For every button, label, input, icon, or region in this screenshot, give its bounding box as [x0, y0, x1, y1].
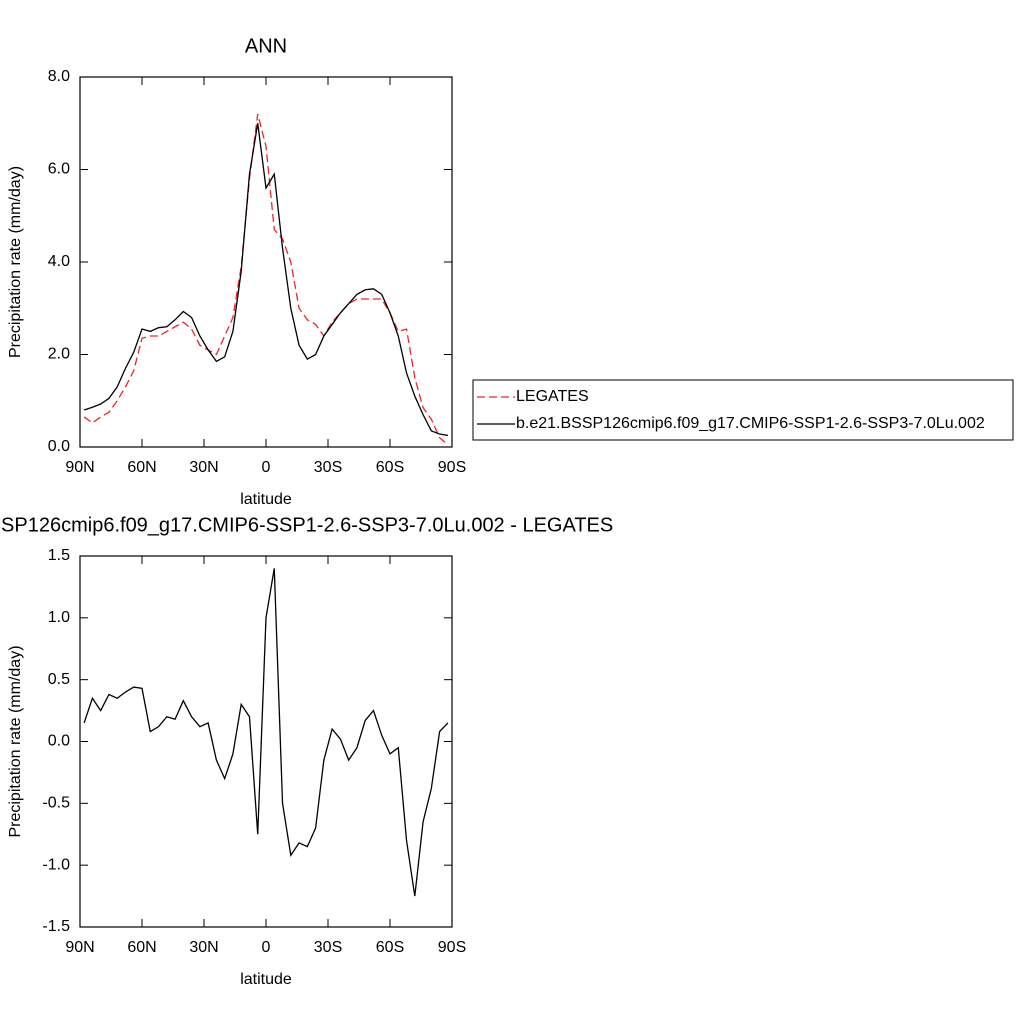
plot-frame: [79, 76, 453, 448]
data-line: [83, 123, 448, 437]
x-tick-label: 30N: [189, 939, 218, 956]
x-tick-label: 30N: [189, 459, 218, 476]
y-tick-label: 0.5: [48, 671, 70, 688]
legend-label: LEGATES: [516, 388, 589, 405]
x-tick-label: 90S: [438, 939, 466, 956]
x-tick-label: 90N: [65, 939, 94, 956]
y-tick-label: -0.5: [42, 795, 70, 812]
x-tick-label: 90N: [65, 459, 94, 476]
chart-title: ANN: [245, 35, 287, 57]
legend-box: [472, 379, 1014, 441]
data-line: [83, 113, 449, 446]
x-tick-label: 60S: [376, 459, 404, 476]
x-tick-label: 0: [262, 939, 271, 956]
plot-frame: [79, 555, 453, 928]
x-tick-label: 90S: [438, 459, 466, 476]
y-tick-label: 1.5: [48, 547, 70, 564]
y-tick-label: 4.0: [48, 253, 70, 270]
x-tick-label: 60S: [376, 939, 404, 956]
x-tick-label: 60N: [127, 939, 156, 956]
chart-title: b.e21.BSSP126cmip6.f09_g17.CMIP6-SSP1-2.…: [0, 514, 613, 536]
x-axis-label: latitude: [240, 491, 292, 508]
y-tick-label: 8.0: [48, 68, 70, 85]
data-line: [83, 568, 449, 897]
y-tick-label: 0.0: [48, 733, 70, 750]
x-tick-label: 60N: [127, 459, 156, 476]
legend-label: b.e21.BSSP126cmip6.f09_g17.CMIP6-SSP1-2.…: [516, 415, 985, 432]
x-tick-label: 30S: [314, 459, 342, 476]
x-tick-label: 0: [262, 459, 271, 476]
y-tick-label: 2.0: [48, 346, 70, 363]
y-tick-label: -1.5: [42, 918, 70, 935]
y-axis-label: Precipitation rate (mm/day): [7, 166, 24, 358]
x-tick-label: 30S: [314, 939, 342, 956]
y-tick-label: 0.0: [48, 438, 70, 455]
y-tick-label: 1.0: [48, 609, 70, 626]
y-tick-label: 6.0: [48, 161, 70, 178]
x-axis-label: latitude: [240, 971, 292, 988]
y-axis-label: Precipitation rate (mm/day): [7, 645, 24, 837]
y-tick-label: -1.0: [42, 856, 70, 873]
